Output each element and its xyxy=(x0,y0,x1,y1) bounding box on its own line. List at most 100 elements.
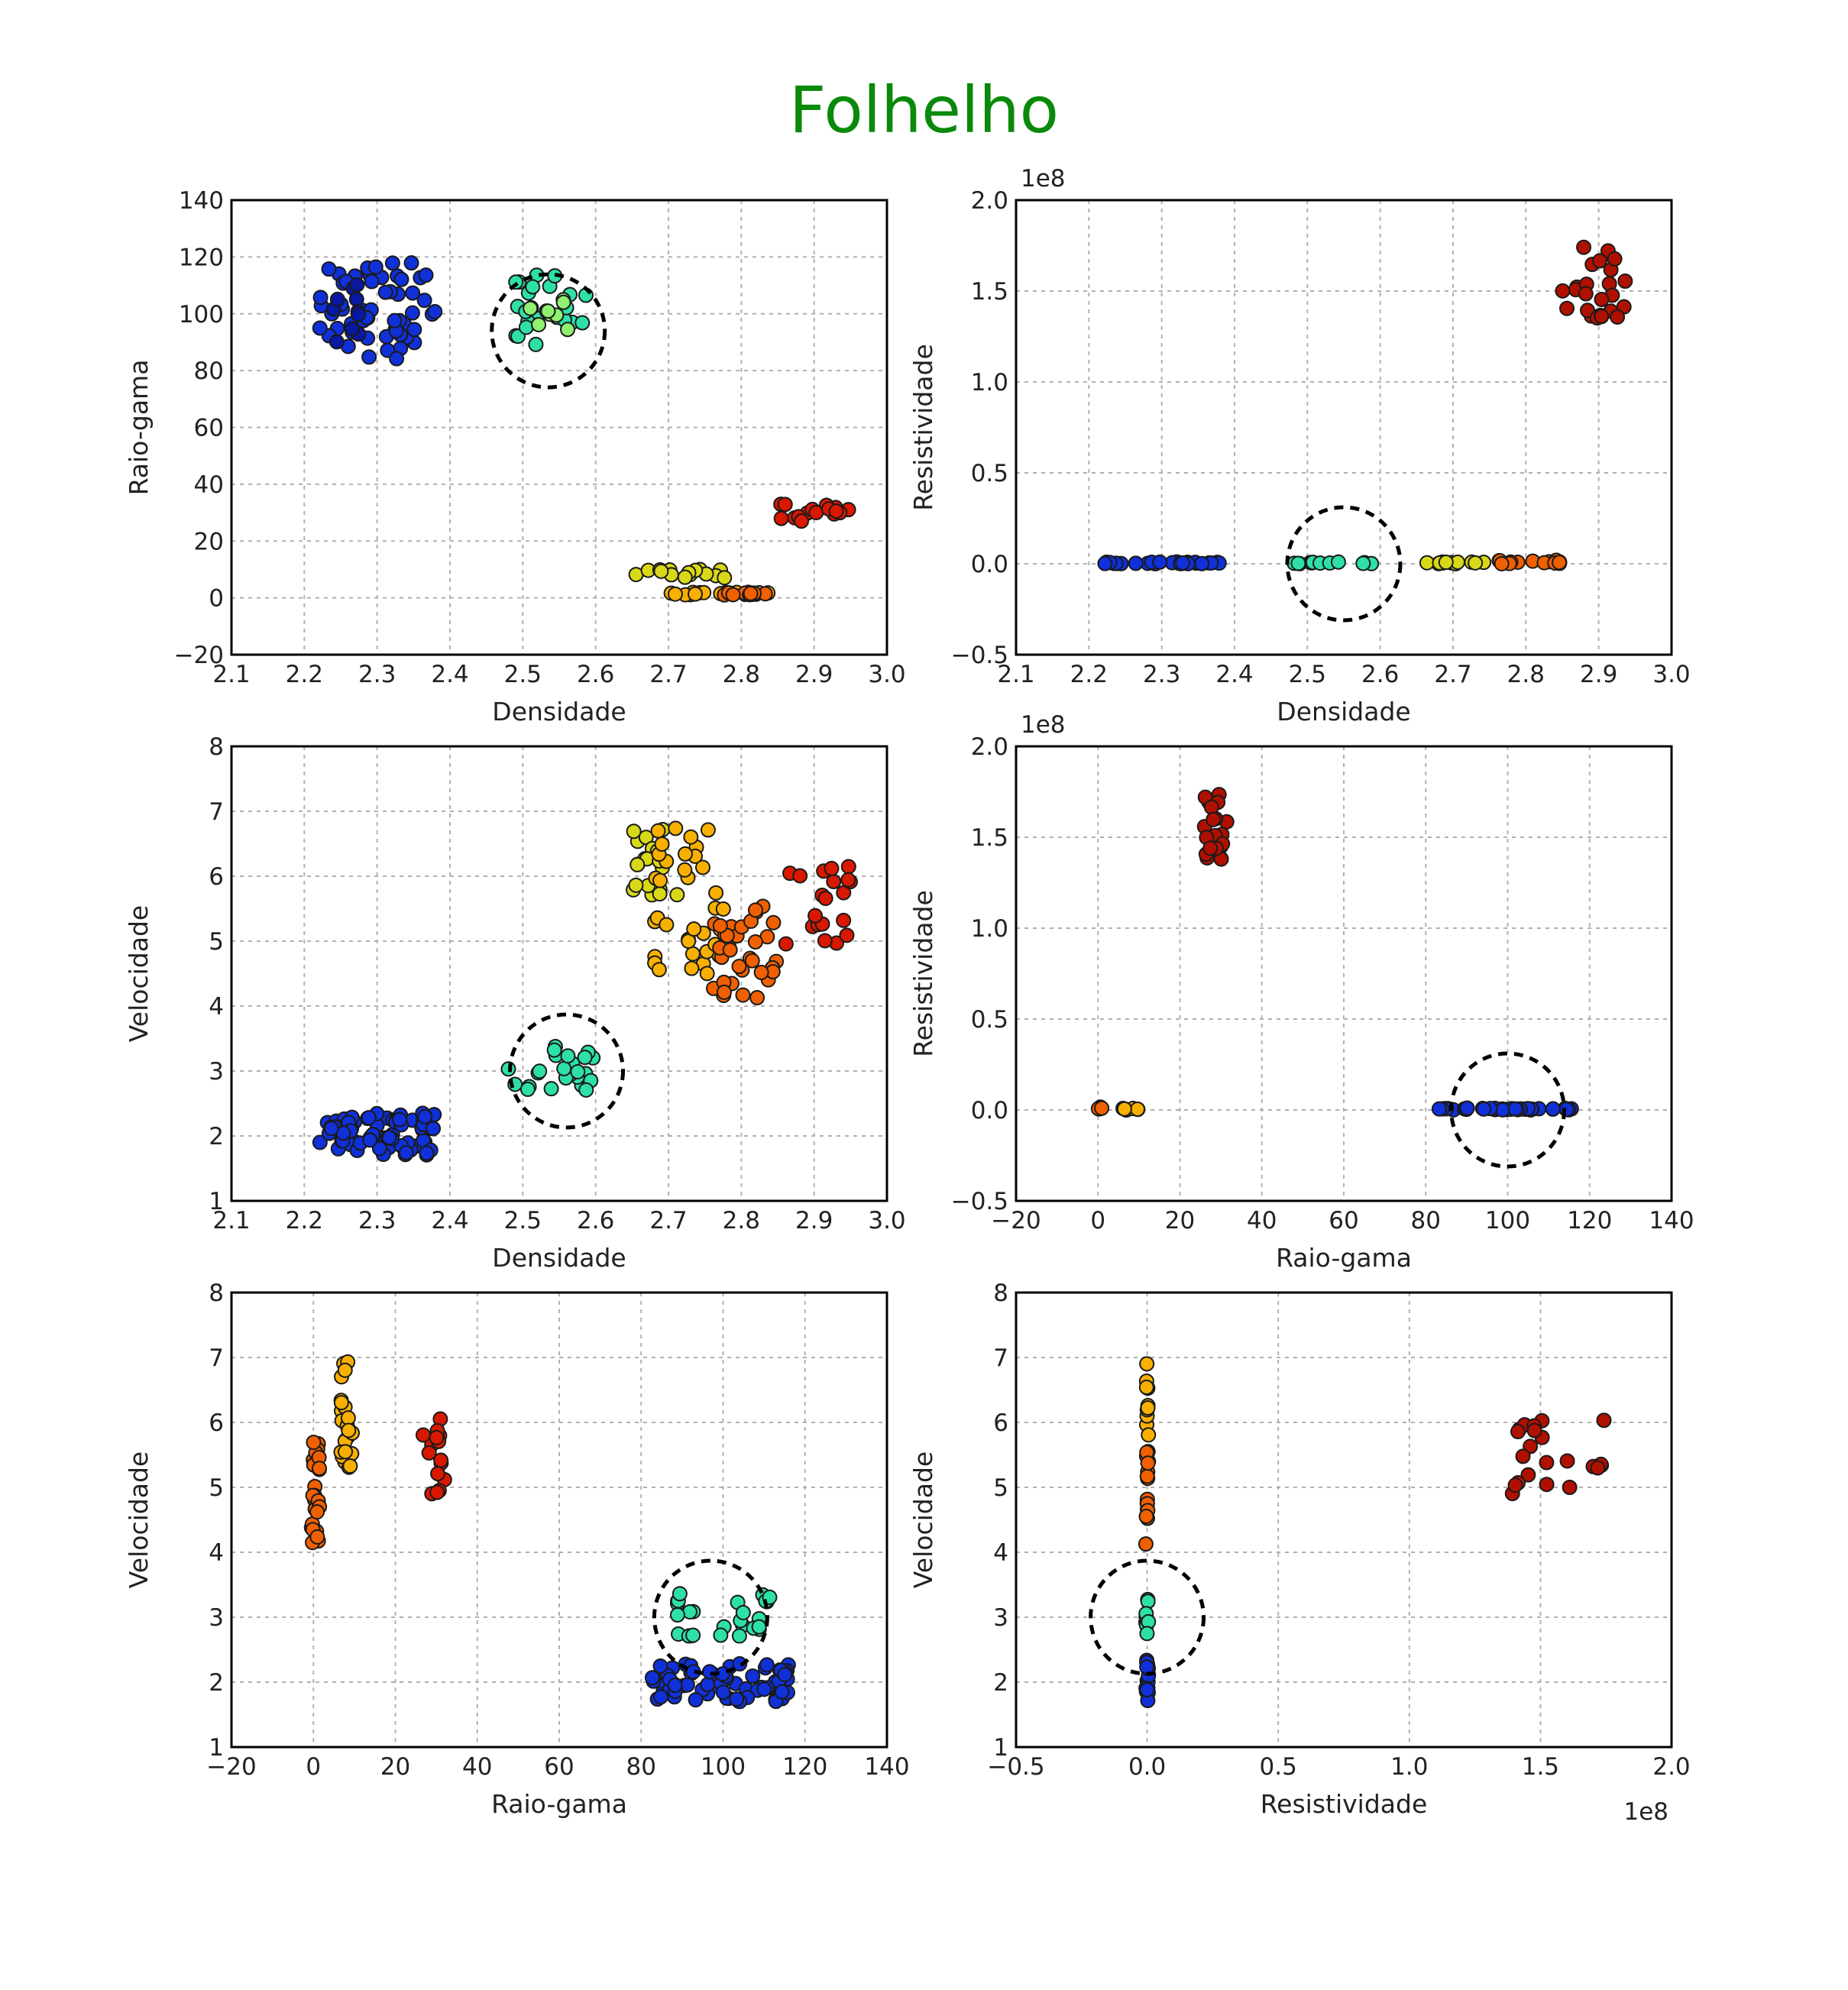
data-point xyxy=(652,1689,668,1705)
data-point xyxy=(708,885,724,901)
data-point xyxy=(393,271,409,287)
data-point xyxy=(1431,1101,1447,1117)
data-point xyxy=(749,989,765,1005)
x-tick-label: 0.0 xyxy=(1128,1753,1166,1781)
data-point xyxy=(1174,555,1190,571)
y-tick-label: 6 xyxy=(209,863,224,891)
data-point xyxy=(556,1060,572,1076)
data-point xyxy=(577,1050,593,1066)
highlight-circle xyxy=(508,1012,626,1130)
data-point xyxy=(1545,1101,1561,1117)
data-point xyxy=(560,322,576,338)
x-tick-label: 100 xyxy=(1485,1207,1530,1234)
chart-top-left: 2.1 2.2 2.3 2.4 2.5 2.6 2.7 2.8 2.9 3.0 −20 0 20 40 60… xyxy=(124,187,906,726)
data-point xyxy=(1594,292,1610,308)
data-point xyxy=(824,860,840,876)
y-tick-label: 1.5 xyxy=(971,824,1008,852)
x-axis-label: Densidade xyxy=(492,1243,626,1273)
data-point xyxy=(751,1619,767,1635)
y-tick-label: 2 xyxy=(209,1123,224,1150)
data-point xyxy=(1476,1101,1492,1117)
y-tick-label: −0.5 xyxy=(951,1188,1008,1215)
data-point xyxy=(344,321,360,337)
x-tick-label: 100 xyxy=(701,1753,746,1781)
data-point xyxy=(398,1144,414,1160)
y-axis-label: Raio-gama xyxy=(124,360,154,496)
y-tick-label: 2.0 xyxy=(971,187,1008,215)
y-tick-label: 5 xyxy=(209,928,224,956)
data-point xyxy=(717,570,733,586)
data-point xyxy=(405,285,421,301)
data-point xyxy=(672,1586,688,1602)
x-tick-label: 3.0 xyxy=(868,661,905,688)
data-point xyxy=(306,1435,322,1451)
x-tick-label: 2.1 xyxy=(212,661,250,688)
data-point xyxy=(546,1042,562,1058)
x-tick-label: 2.8 xyxy=(723,661,760,688)
data-point xyxy=(1139,1681,1155,1697)
data-point xyxy=(839,927,855,943)
data-point xyxy=(650,823,666,839)
data-point xyxy=(570,1063,586,1079)
data-point xyxy=(1539,1454,1555,1471)
data-point xyxy=(340,1410,356,1426)
data-point xyxy=(1520,1467,1536,1483)
x-tick-label: 2.7 xyxy=(1434,661,1471,688)
x-tick-label: 2.0 xyxy=(1652,1753,1690,1781)
data-point xyxy=(745,1668,761,1684)
data-point xyxy=(421,1445,437,1461)
data-point xyxy=(329,291,345,307)
data-point xyxy=(367,259,384,275)
data-point xyxy=(715,1684,731,1700)
chart-top-right: 2.1 2.2 2.3 2.4 2.5 2.6 2.7 2.8 2.9 3.0 −0.5 0.0 0.5… xyxy=(908,165,1691,726)
data-point xyxy=(1139,1468,1155,1484)
data-point xyxy=(531,316,547,332)
data-point xyxy=(1128,555,1144,571)
y-axis-label: Resistividade xyxy=(908,890,938,1057)
x-tick-label: 120 xyxy=(782,1753,827,1781)
data-point xyxy=(543,1081,559,1097)
data-point xyxy=(744,953,760,969)
data-point xyxy=(1526,1422,1542,1438)
data-point xyxy=(652,1658,668,1674)
data-point xyxy=(574,315,591,331)
data-point xyxy=(794,513,810,529)
axis-offset-label: 1e8 xyxy=(1021,711,1066,739)
data-point xyxy=(1552,555,1568,571)
data-point xyxy=(700,1677,716,1693)
data-point xyxy=(523,300,539,316)
data-point xyxy=(1596,1412,1612,1429)
x-tick-label: 2.1 xyxy=(212,1207,250,1234)
y-axis-label: Velocidade xyxy=(124,905,154,1042)
data-point xyxy=(384,255,400,271)
y-tick-label: 4 xyxy=(209,993,224,1021)
data-point xyxy=(430,1466,446,1482)
data-point xyxy=(1494,555,1510,571)
data-point xyxy=(729,1691,745,1707)
data-point xyxy=(555,294,571,310)
data-point xyxy=(1617,273,1633,289)
y-tick-label: 8 xyxy=(993,1280,1008,1307)
data-point xyxy=(826,874,842,890)
x-tick-label: 2.3 xyxy=(358,1207,396,1234)
data-point xyxy=(418,267,434,283)
data-point xyxy=(1592,253,1608,269)
y-tick-label: 40 xyxy=(194,471,224,499)
axes-frame xyxy=(230,745,888,1202)
data-point xyxy=(1152,554,1168,570)
x-tick-label: 2.5 xyxy=(1289,661,1326,688)
data-point xyxy=(1507,1101,1523,1117)
data-point xyxy=(519,1081,536,1097)
y-tick-label: 100 xyxy=(179,301,224,328)
x-tick-label: 2.7 xyxy=(649,1207,687,1234)
data-point xyxy=(578,1082,594,1098)
data-point xyxy=(341,1422,357,1438)
data-point xyxy=(686,921,702,937)
x-tick-label: 3.0 xyxy=(868,1207,905,1234)
y-tick-label: 120 xyxy=(179,244,224,271)
y-tick-label: 80 xyxy=(194,358,224,385)
data-point xyxy=(323,1121,339,1137)
y-tick-label: 0.5 xyxy=(971,460,1008,487)
data-point xyxy=(389,351,405,367)
data-point xyxy=(429,1429,445,1445)
